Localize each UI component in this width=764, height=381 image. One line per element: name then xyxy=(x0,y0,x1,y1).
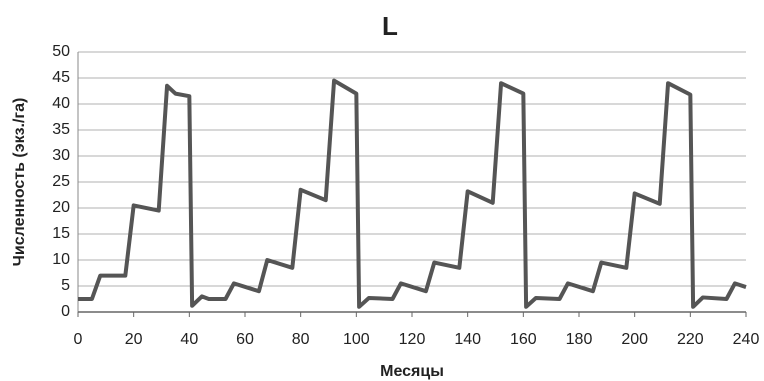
y-tick-label: 40 xyxy=(52,95,70,112)
x-tick-label: 200 xyxy=(621,331,648,348)
x-tick-label: 100 xyxy=(343,331,370,348)
y-tick-label: 20 xyxy=(52,199,70,216)
data-line xyxy=(78,78,747,309)
y-tick-label: 15 xyxy=(52,225,70,242)
y-tick-label: 45 xyxy=(52,69,70,86)
x-tick-label: 240 xyxy=(733,331,760,348)
y-tick-label: 10 xyxy=(52,251,70,268)
x-axis-label: Месяцы xyxy=(380,363,444,380)
y-tick-label: 5 xyxy=(61,277,70,294)
x-tick-label: 20 xyxy=(125,331,143,348)
x-tick-label: 60 xyxy=(236,331,254,348)
x-tick-label: 180 xyxy=(566,331,593,348)
y-tick-label: 25 xyxy=(52,173,70,190)
x-tick-label: 40 xyxy=(180,331,198,348)
x-tick-label: 80 xyxy=(292,331,310,348)
y-tick-label: 35 xyxy=(52,121,70,138)
y-axis-label: Численность (экз./га) xyxy=(11,98,28,267)
y-tick-label: 50 xyxy=(52,43,70,60)
x-tick-label: 160 xyxy=(510,331,537,348)
x-tick-label: 120 xyxy=(399,331,426,348)
x-tick-label: 220 xyxy=(677,331,704,348)
x-tick-label: 140 xyxy=(454,331,481,348)
y-tick-label: 30 xyxy=(52,147,70,164)
y-tick-label: 0 xyxy=(61,303,70,320)
chart-title: L xyxy=(382,11,398,41)
x-tick-label: 0 xyxy=(74,331,83,348)
